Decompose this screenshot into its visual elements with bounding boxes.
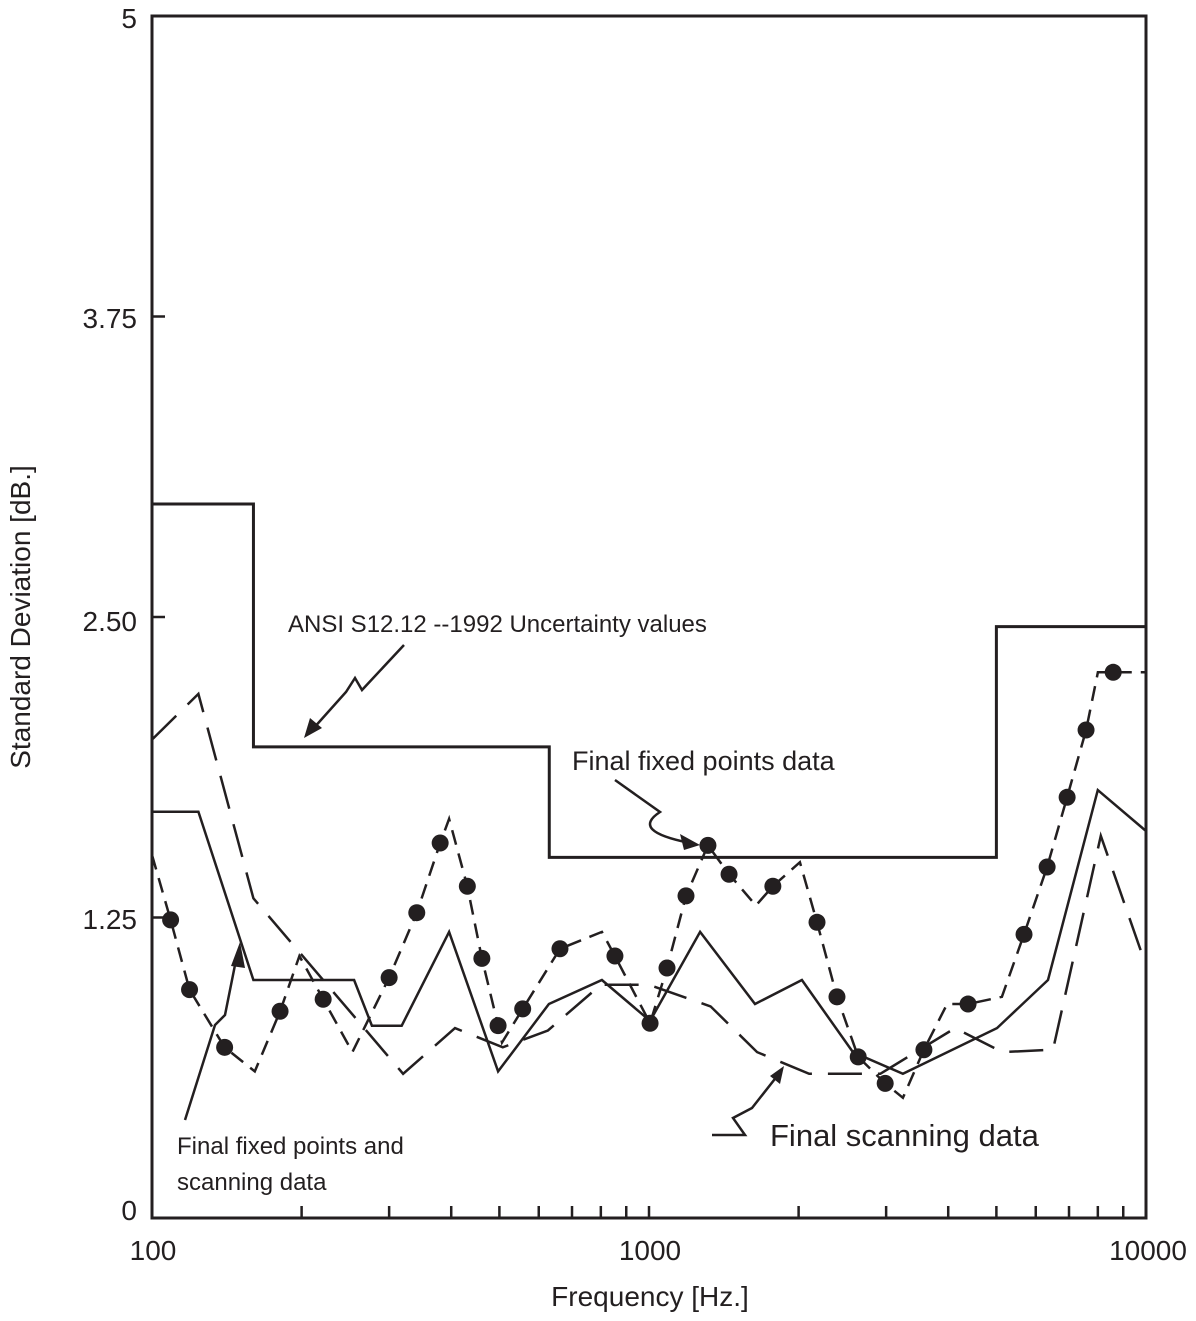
y-tick-label-5: 5 xyxy=(121,3,137,34)
data-point-fixed-points xyxy=(915,1041,933,1059)
arrowhead-both-icon xyxy=(231,942,245,968)
data-point-fixed-points xyxy=(720,865,738,883)
data-point-fixed-points xyxy=(1104,663,1122,681)
data-point-fixed-points xyxy=(828,988,846,1006)
annotation-scanning: Final scanning data xyxy=(770,1118,1040,1153)
data-point-fixed-points xyxy=(1015,925,1033,943)
data-point-fixed-points xyxy=(458,877,476,895)
data-point-fixed-points xyxy=(271,1002,289,1020)
arrowhead-fixed-icon xyxy=(680,834,700,850)
annotation-ansi: ANSI S12.12 --1992 Uncertainty values xyxy=(288,611,707,638)
data-point-fixed-points xyxy=(314,990,332,1008)
series-line-ansi-uncertainty xyxy=(152,502,1146,859)
annotation-arrow-fixed xyxy=(614,778,691,845)
axis-ticks xyxy=(152,315,1125,1218)
series-line-fixed-points-and-scanning xyxy=(152,787,1147,1076)
x-tick-label-100: 100 xyxy=(130,1235,177,1266)
data-point-fixed-points xyxy=(551,940,569,958)
arrowhead-scanning-icon xyxy=(770,1066,784,1084)
arrowhead-ansi-icon xyxy=(304,718,322,738)
data-point-fixed-points xyxy=(764,877,782,895)
y-tick-label-2.50: 2.50 xyxy=(83,606,138,637)
annotation-arrow-both xyxy=(183,954,239,1121)
plot-marks xyxy=(150,502,1148,1100)
data-point-fixed-points xyxy=(408,904,426,922)
data-point-fixed-points xyxy=(216,1038,234,1056)
series-line-scanning xyxy=(151,691,1148,1076)
data-point-fixed-points xyxy=(808,913,826,931)
data-point-fixed-points xyxy=(473,949,491,967)
data-point-fixed-points xyxy=(699,836,717,854)
data-point-fixed-points xyxy=(641,1014,659,1032)
data-point-fixed-points xyxy=(959,995,977,1013)
annotation-both-line1: Final fixed points and xyxy=(177,1133,404,1160)
x-tick-label-10000: 10000 xyxy=(1109,1235,1187,1266)
data-point-fixed-points xyxy=(431,834,449,852)
x-axis-title: Frequency [Hz.] xyxy=(551,1281,749,1312)
annotation-fixed-points: Final fixed points data xyxy=(572,746,836,776)
y-axis-title: Standard Deviation [dB.] xyxy=(5,465,36,769)
annotation-both-line2: scanning data xyxy=(177,1169,327,1196)
data-point-fixed-points xyxy=(162,911,180,929)
data-point-fixed-points xyxy=(380,969,398,987)
data-point-fixed-points xyxy=(181,981,199,999)
data-point-fixed-points xyxy=(876,1074,894,1092)
y-tick-label-3.75: 3.75 xyxy=(83,303,138,334)
data-point-fixed-points xyxy=(658,959,676,977)
data-point-fixed-points xyxy=(677,887,695,905)
data-point-fixed-points xyxy=(489,1017,507,1035)
data-point-fixed-points xyxy=(606,947,624,965)
data-point-fixed-points xyxy=(1077,721,1095,739)
annotation-arrow-scanning xyxy=(712,1074,779,1137)
data-point-fixed-points xyxy=(849,1048,867,1066)
y-tick-label-1.25: 1.25 xyxy=(83,904,138,935)
x-tick-label-1000: 1000 xyxy=(619,1235,681,1266)
data-point-fixed-points xyxy=(1038,858,1056,876)
y-tick-label-0: 0 xyxy=(121,1195,137,1226)
data-point-fixed-points xyxy=(1058,788,1076,806)
data-point-fixed-points xyxy=(514,1000,532,1018)
annotation-arrow-ansi xyxy=(311,644,405,731)
